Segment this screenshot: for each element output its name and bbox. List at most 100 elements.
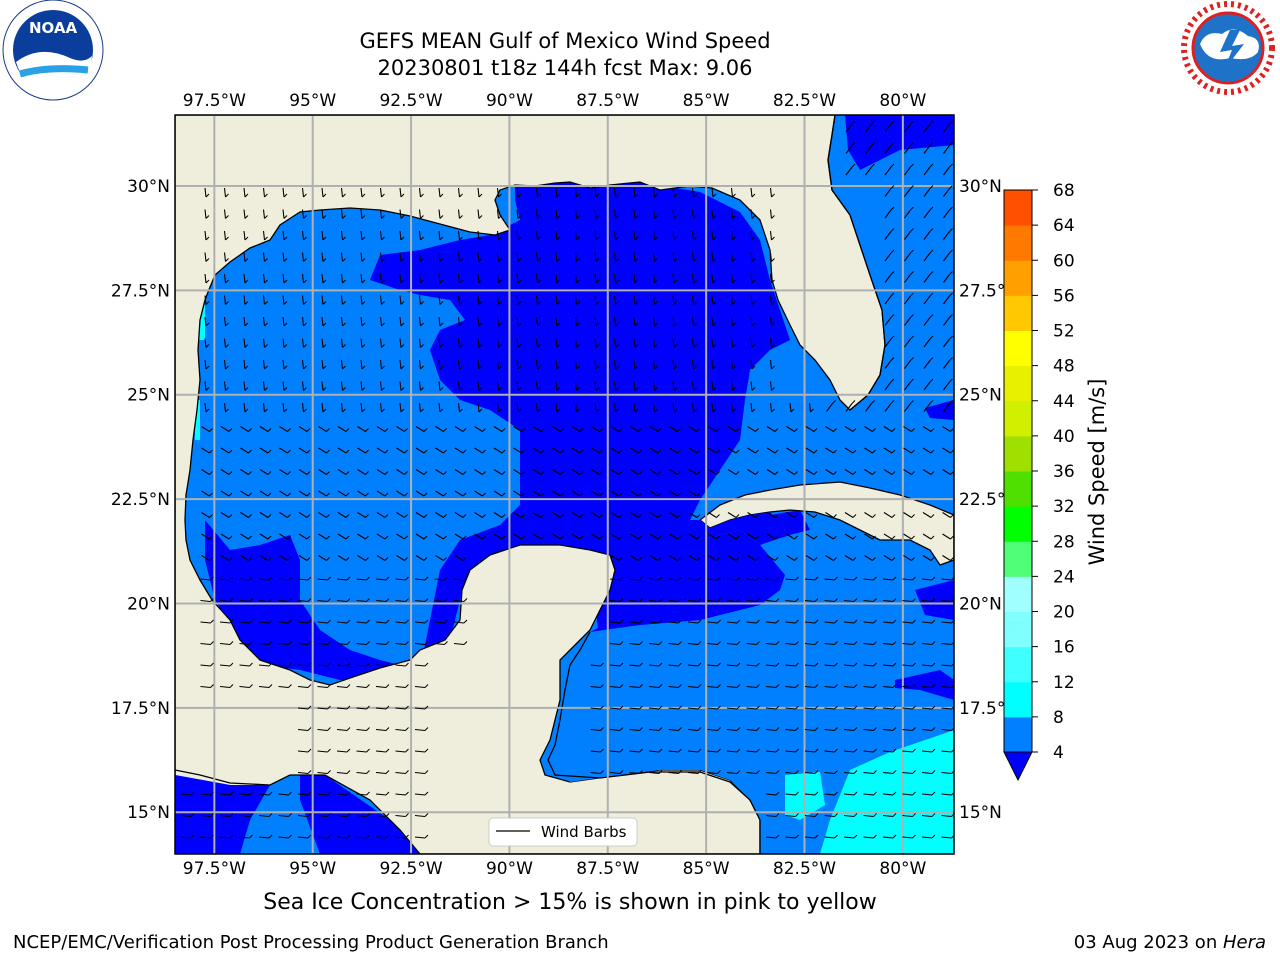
- colorbar-segment: [1004, 471, 1032, 507]
- wind-barb: [282, 381, 285, 391]
- wind-barb-flag: [482, 471, 486, 475]
- wind-barb: [904, 188, 911, 197]
- wind-barb: [379, 295, 383, 305]
- wind-barb: [688, 512, 698, 518]
- wind-barb: [884, 338, 892, 348]
- wind-barb-flag: [599, 492, 603, 497]
- wind-barb: [418, 316, 422, 327]
- wind-barb-flag: [579, 514, 584, 518]
- wind-barb-flag: [327, 641, 331, 645]
- wind-barb-flag: [327, 619, 331, 624]
- wind-barb: [574, 273, 578, 284]
- wind-barb: [786, 469, 795, 475]
- wind-barb-flag: [342, 215, 346, 219]
- wind-barb-flag: [405, 727, 409, 731]
- wind-barb: [571, 533, 581, 540]
- wind-barb: [414, 685, 426, 689]
- colorbar-tick-label: 28: [1053, 532, 1075, 552]
- wind-barb-flag: [615, 193, 619, 198]
- wind-barb-flag: [248, 471, 252, 475]
- wind-barb: [200, 599, 211, 603]
- wind-barb-flag: [307, 748, 312, 753]
- wind-barb-flag: [771, 365, 775, 370]
- footer-date: 03 Aug 2023 on Hera: [1074, 932, 1266, 953]
- wind-barb: [591, 426, 600, 432]
- wind-barb-flag: [267, 535, 272, 540]
- wind-barb: [535, 252, 539, 262]
- wind-barb: [477, 273, 480, 284]
- wind-barb-flag: [873, 619, 877, 624]
- wind-barb-flag: [462, 514, 467, 518]
- wind-barb-flag: [834, 770, 838, 774]
- wind-barb: [297, 771, 309, 775]
- wind-barb: [629, 664, 640, 667]
- wind-barb: [590, 750, 601, 753]
- wind-barb: [902, 814, 913, 818]
- wind-barb-flag: [853, 576, 858, 581]
- wind-barb-flag: [929, 142, 934, 146]
- wind-barb-flag: [771, 322, 775, 327]
- wind-barb-flag: [951, 748, 954, 753]
- wind-barb: [943, 166, 950, 176]
- wind-barb-flag: [249, 576, 253, 581]
- wind-barb: [942, 512, 951, 518]
- wind-barb: [730, 316, 734, 327]
- wind-barb-flag: [366, 684, 370, 688]
- wind-barb-flag: [736, 641, 741, 645]
- wind-barb: [223, 381, 227, 391]
- wind-barb-flag: [771, 215, 775, 219]
- wind-barb: [379, 359, 383, 370]
- wind-barb-flag: [366, 791, 370, 796]
- wind-barb: [240, 533, 249, 540]
- wind-barb: [884, 317, 892, 326]
- wind-barb: [804, 728, 816, 732]
- wind-barb: [418, 252, 422, 262]
- wind-barb: [708, 512, 717, 518]
- wind-barb-flag: [712, 215, 717, 219]
- wind-barb-flag: [735, 535, 740, 540]
- wind-barb-flag: [459, 193, 463, 198]
- wind-barb-flag: [732, 387, 736, 391]
- wind-barb: [884, 145, 892, 154]
- wind-barb: [903, 447, 912, 454]
- wind-barb: [418, 402, 422, 413]
- wind-barb-flag: [501, 492, 506, 497]
- wind-barb-flag: [579, 449, 584, 454]
- wind-barb: [610, 426, 620, 432]
- wind-barb: [297, 621, 309, 624]
- wind-barb-flag: [342, 387, 346, 391]
- wind-barb-flag: [229, 791, 234, 796]
- wind-barb-flag: [322, 344, 327, 348]
- wind-barb: [301, 381, 305, 391]
- wind-barb-flag: [871, 400, 875, 404]
- wind-barb-flag: [264, 215, 268, 219]
- wind-barb-flag: [381, 215, 385, 219]
- wind-barb-flag: [810, 408, 814, 413]
- wind-barb: [923, 252, 931, 262]
- wind-barb-flag: [385, 834, 390, 839]
- wind-barb-flag: [342, 193, 346, 198]
- wind-barb: [301, 295, 305, 305]
- wind-barb-flag: [439, 193, 444, 198]
- wind-barb: [474, 469, 483, 475]
- wind-barb: [610, 555, 620, 561]
- wind-barb-flag: [736, 662, 741, 667]
- wind-barb: [220, 447, 230, 454]
- wind-barb: [711, 295, 714, 305]
- wind-barb-flag: [303, 279, 307, 284]
- wind-barb: [785, 664, 796, 667]
- wind-barb: [904, 295, 911, 305]
- wind-barb-flag: [424, 641, 429, 645]
- colorbar-segment: [1004, 330, 1032, 367]
- wind-barb-flag: [794, 557, 798, 561]
- wind-barb: [204, 273, 207, 284]
- wind-barb-flag: [673, 236, 678, 241]
- wind-barb-flag: [912, 834, 916, 839]
- wind-barb-flag: [813, 514, 818, 518]
- wind-barb-flag: [697, 619, 702, 624]
- wind-barb: [552, 533, 561, 540]
- wind-barb: [882, 621, 894, 624]
- wind-barb-flag: [951, 770, 954, 774]
- wind-barb-flag: [697, 770, 702, 774]
- wind-barb-flag: [814, 791, 819, 796]
